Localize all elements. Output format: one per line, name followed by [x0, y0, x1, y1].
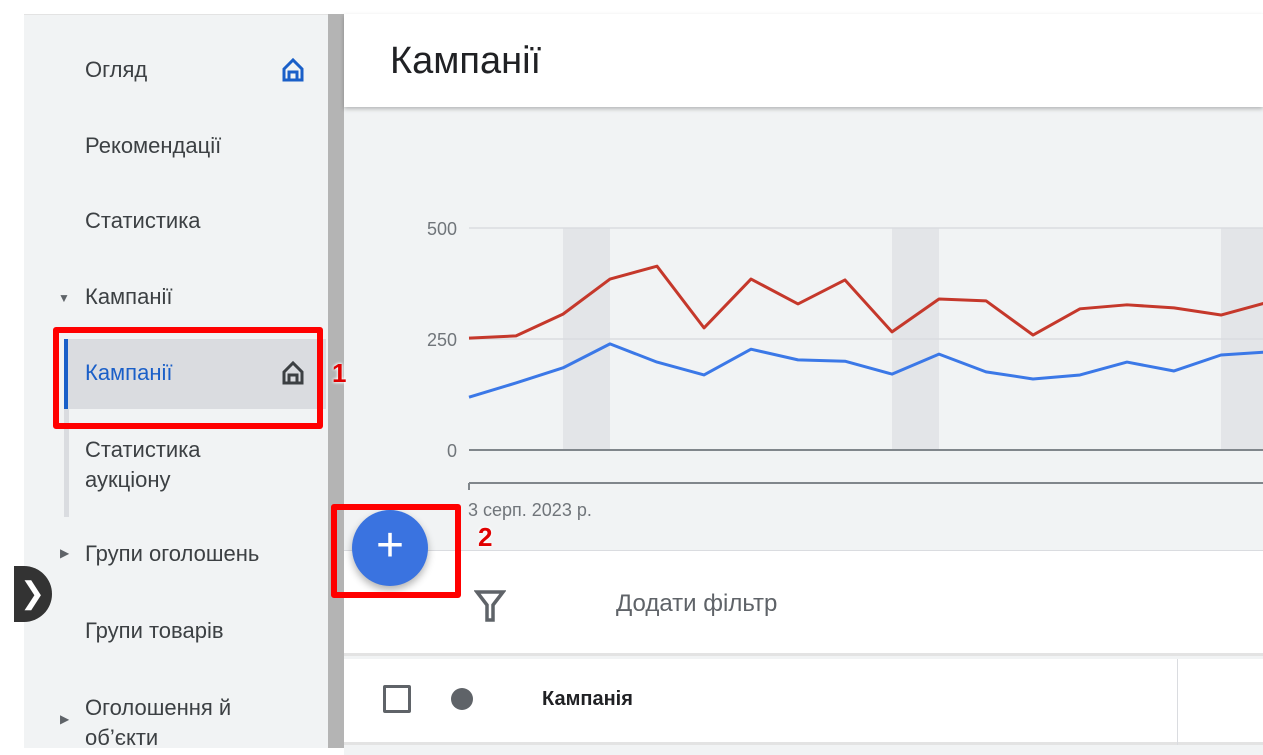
main-content: Кампанії 500 250 0 3 серп. 2023 р. Додати ф…	[344, 14, 1263, 755]
series-line-0	[468, 264, 1263, 340]
sidebar-item-ad-groups[interactable]: Групи оголошень	[85, 541, 260, 566]
annotation-box-1	[53, 327, 323, 429]
sidebar-item-campaigns-group[interactable]: Кампанії	[85, 284, 173, 309]
add-filter-button[interactable]: Додати фільтр	[616, 590, 778, 617]
sidebar-item-auction-insights[interactable]: Статистика аукціону	[85, 437, 201, 492]
page-title: Кампанії	[390, 40, 542, 82]
annotation-label-1: 1	[332, 358, 347, 388]
y-tick-label: 0	[447, 441, 457, 461]
sidebar-item-overview[interactable]: Огляд	[85, 57, 148, 82]
annotation-box-2	[331, 504, 461, 598]
x-tick-label: 3 серп. 2023 р.	[468, 500, 592, 520]
sidebar-item-product-groups[interactable]: Групи товарів	[85, 618, 224, 643]
series-line-1	[468, 342, 1263, 399]
filter-icon[interactable]	[474, 589, 506, 623]
create-campaign-button[interactable]: +	[352, 510, 428, 586]
performance-chart: 500 250 0 3 серп. 2023 р.	[427, 219, 1263, 520]
column-header-campaign[interactable]: Кампанія	[542, 688, 633, 710]
sidebar-item-recommendations[interactable]: Рекомендації	[85, 133, 222, 158]
status-dot-icon	[451, 688, 473, 710]
caret-right-icon[interactable]: ▶	[60, 546, 70, 560]
annotation-label-2: 2	[478, 522, 493, 552]
filter-bar: Додати фільтр	[344, 550, 1263, 656]
select-all-checkbox[interactable]	[383, 685, 411, 713]
column-divider	[1177, 659, 1178, 745]
subitem-line	[64, 409, 69, 517]
y-tick-label: 250	[427, 330, 457, 350]
sidebar-item-campaigns[interactable]: Кампанії	[85, 360, 173, 385]
caret-right-icon[interactable]: ▶	[60, 712, 70, 726]
page-header: Кампанії	[344, 14, 1263, 107]
y-tick-label: 500	[427, 219, 457, 239]
table-header: Кампанія	[344, 659, 1263, 745]
sidebar-item-ads-assets[interactable]: Оголошення й об’єкти	[85, 695, 232, 750]
sidebar-item-campaigns-selected-bg	[64, 339, 326, 409]
caret-down-icon[interactable]: ▼	[58, 291, 70, 305]
home-icon[interactable]	[281, 57, 305, 83]
home-icon[interactable]	[281, 360, 305, 386]
sidebar: Огляд Рекомендації Статистика ▼ Кампанії…	[24, 14, 328, 750]
sidebar-item-statistics[interactable]: Статистика	[85, 208, 201, 233]
